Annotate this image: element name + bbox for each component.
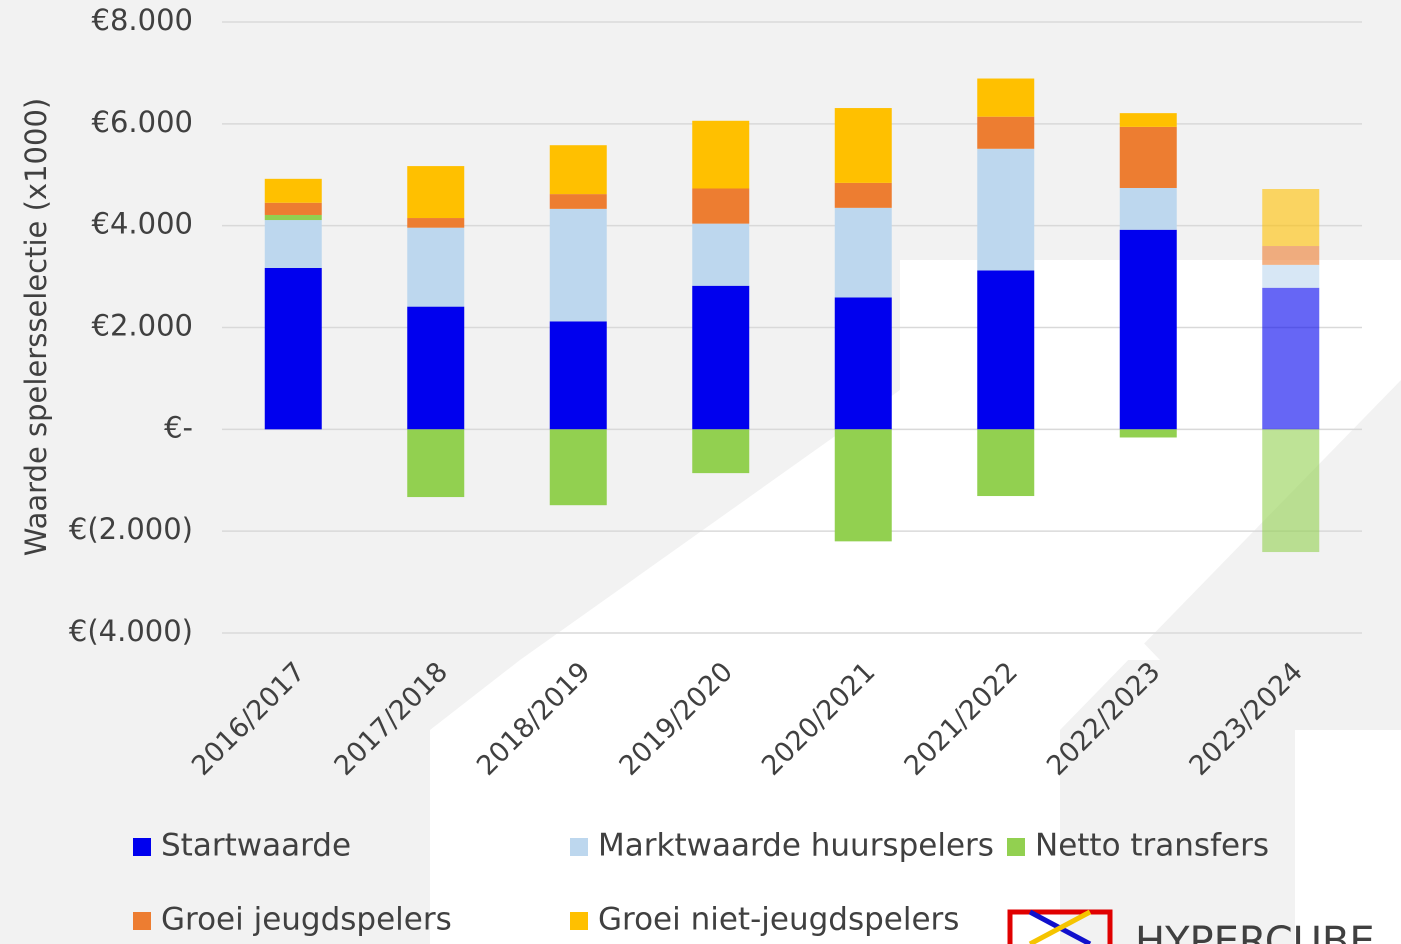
bar-segment [692, 120, 750, 189]
bar-segment [692, 223, 750, 286]
bar-segment [834, 108, 892, 183]
bar-segment [407, 218, 465, 228]
legend-swatch [570, 912, 588, 930]
bar-segment [834, 182, 892, 208]
bar-segment [977, 270, 1035, 430]
bar-segment [1119, 187, 1177, 230]
bar-segment [834, 207, 892, 298]
bar-segment [549, 194, 607, 209]
legend-swatch [570, 838, 588, 856]
bar-segment [1119, 429, 1177, 438]
bar-segment [264, 214, 322, 221]
bar-segment [407, 166, 465, 219]
y-tick-label: €6.000 [92, 105, 193, 139]
logo-text: HYPERCUBE [1135, 919, 1375, 944]
x-tick-label: 2023/2024 [1183, 656, 1309, 782]
y-tick-label: €8.000 [92, 3, 193, 37]
y-tick-label: €- [164, 410, 193, 444]
bar-segment [692, 188, 750, 224]
x-tick-label: 2016/2017 [186, 656, 312, 782]
bar-segment [834, 297, 892, 430]
bar-segment [1262, 287, 1320, 430]
bar-segment [977, 429, 1035, 497]
bar-segment [549, 429, 607, 506]
bar-segment [549, 145, 607, 195]
legend-label: Marktwaarde huurspelers [598, 828, 994, 864]
bar-segment [1119, 113, 1177, 127]
bar-segment [834, 429, 892, 542]
bar-segment [1262, 264, 1320, 288]
bar-segment [977, 78, 1035, 117]
bar-segment [264, 202, 322, 215]
legend-label: Netto transfers [1035, 828, 1269, 864]
bar-segment [549, 208, 607, 322]
bar-segment [1262, 189, 1320, 247]
legend-swatch [1007, 838, 1025, 856]
legend-swatch [133, 838, 151, 856]
legend-label: Startwaarde [161, 828, 351, 864]
bar-segment [1262, 246, 1320, 265]
y-tick-label: €2.000 [92, 309, 193, 343]
legend-label: Groei niet-jeugdspelers [598, 902, 959, 938]
bar-segment [549, 321, 607, 430]
bar-segment [407, 227, 465, 307]
y-tick-label: €(2.000) [69, 512, 193, 546]
bar-segment [264, 178, 322, 203]
legend-label: Groei jeugdspelers [161, 902, 452, 938]
y-axis-title: Waarde spelersselectie (x1000) [19, 98, 53, 556]
bar-segment [977, 116, 1035, 149]
bar-segment [264, 220, 322, 268]
bar-segment [1119, 229, 1177, 430]
legend-swatch [133, 912, 151, 930]
y-tick-label: €(4.000) [69, 614, 193, 648]
y-tick-label: €4.000 [92, 207, 193, 241]
bar-segment [692, 285, 750, 430]
bar-segment [1262, 429, 1320, 553]
bar-segment [407, 429, 465, 498]
bar-segment [407, 306, 465, 430]
bar-segment [264, 267, 322, 430]
bar-segment [977, 148, 1035, 271]
bar-segment [1119, 126, 1177, 188]
bar-segment [692, 429, 750, 474]
logo: HYPERCUBE [1007, 909, 1375, 944]
